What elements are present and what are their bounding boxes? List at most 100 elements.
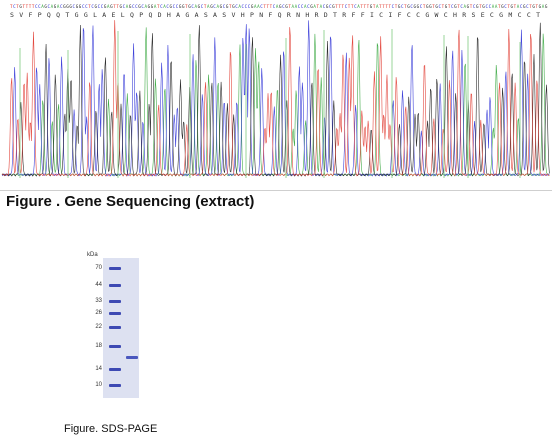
base-letter: G <box>19 4 22 9</box>
base-letter: C <box>160 4 163 9</box>
base-letter: C <box>520 4 523 9</box>
base-letter: G <box>104 4 107 9</box>
base-letter: C <box>504 4 507 9</box>
chromatogram-traces <box>1 20 550 178</box>
base-letter: C <box>176 4 179 9</box>
base-letter: A <box>216 4 219 9</box>
base-letter: C <box>323 4 326 9</box>
base-letter: C <box>354 4 357 9</box>
base-letter: C <box>223 4 226 9</box>
sds-page-caption: Figure. SDS-PAGE <box>64 423 158 435</box>
base-letter: T <box>363 4 366 9</box>
base-letter: C <box>439 4 442 9</box>
base-letter: G <box>151 4 154 9</box>
base-letter: T <box>32 4 35 9</box>
base-letter: T <box>470 4 473 9</box>
base-letter: G <box>179 4 182 9</box>
gene-sequencing-caption: Figure . Gene Sequencing (extract) <box>6 193 255 210</box>
base-letter: G <box>54 4 57 9</box>
base-letter: G <box>532 4 535 9</box>
base-letter: G <box>417 4 420 9</box>
base-letter: T <box>10 4 13 9</box>
sample-band <box>126 355 138 359</box>
base-letter: T <box>113 4 116 9</box>
base-letter: C <box>123 4 126 9</box>
base-letter: C <box>235 4 238 9</box>
base-letter: G <box>66 4 69 9</box>
base-letter: G <box>510 4 513 9</box>
base-letter: A <box>207 4 210 9</box>
base-letter: G <box>148 4 151 9</box>
marker-label: 26 <box>95 310 102 316</box>
base-letter: G <box>310 4 313 9</box>
base-letter: T <box>157 4 160 9</box>
base-letter: A <box>154 4 157 9</box>
base-letter: T <box>442 4 445 9</box>
base-letter: A <box>495 4 498 9</box>
base-letter: C <box>260 4 263 9</box>
base-letter: A <box>357 4 360 9</box>
base-letter: T <box>338 4 341 9</box>
base-letter: C <box>213 4 216 9</box>
base-letter: T <box>379 4 382 9</box>
base-letter: A <box>295 4 298 9</box>
base-letter: T <box>498 4 501 9</box>
marker-label: 44 <box>95 282 102 288</box>
base-letter: G <box>445 4 448 9</box>
base-letter: A <box>464 4 467 9</box>
base-letter: G <box>69 4 72 9</box>
marker-band <box>109 345 121 348</box>
base-letter: C <box>298 4 301 9</box>
base-letter: T <box>266 4 269 9</box>
base-letter: G <box>119 4 122 9</box>
base-letter: T <box>382 4 385 9</box>
base-letter: G <box>285 4 288 9</box>
base-letter: T <box>507 4 510 9</box>
base-letter: G <box>251 4 254 9</box>
base-letter: C <box>273 4 276 9</box>
base-letter: T <box>270 4 273 9</box>
base-letter: A <box>542 4 545 9</box>
base-letter: G <box>332 4 335 9</box>
base-letter: T <box>404 4 407 9</box>
base-letter: C <box>301 4 304 9</box>
gel-lane <box>103 258 139 398</box>
marker-band <box>109 312 121 315</box>
amino-acid-text: S V F P Q Q T G G L A E L Q P Q D H A G … <box>10 11 540 19</box>
base-letter: C <box>35 4 38 9</box>
base-letter: T <box>288 4 291 9</box>
base-letter: A <box>292 4 295 9</box>
base-letter: G <box>370 4 373 9</box>
base-letter: T <box>185 4 188 9</box>
base-letter: A <box>492 4 495 9</box>
base-letter: A <box>304 4 307 9</box>
base-letter: C <box>73 4 76 9</box>
base-letter: C <box>307 4 310 9</box>
base-letter: T <box>367 4 370 9</box>
base-letter: G <box>467 4 470 9</box>
base-letter: T <box>88 4 91 9</box>
base-letter: G <box>539 4 542 9</box>
base-letter: T <box>360 4 363 9</box>
base-letter: A <box>238 4 241 9</box>
base-letter: T <box>423 4 426 9</box>
base-letter: A <box>254 4 257 9</box>
base-letter: C <box>282 4 285 9</box>
base-letter: G <box>76 4 79 9</box>
base-letter: G <box>170 4 173 9</box>
base-letter: A <box>376 4 379 9</box>
base-letter: C <box>98 4 101 9</box>
base-letter: T <box>535 4 538 9</box>
marker-label: 10 <box>95 382 102 388</box>
base-letter: C <box>135 4 138 9</box>
base-letter: A <box>320 4 323 9</box>
base-letter: G <box>482 4 485 9</box>
marker-label: 70 <box>95 265 102 271</box>
base-letter: C <box>101 4 104 9</box>
base-letter: C <box>485 4 488 9</box>
base-letter: T <box>116 4 119 9</box>
base-letter: C <box>91 4 94 9</box>
base-letter: C <box>201 4 204 9</box>
base-letter: A <box>195 4 198 9</box>
